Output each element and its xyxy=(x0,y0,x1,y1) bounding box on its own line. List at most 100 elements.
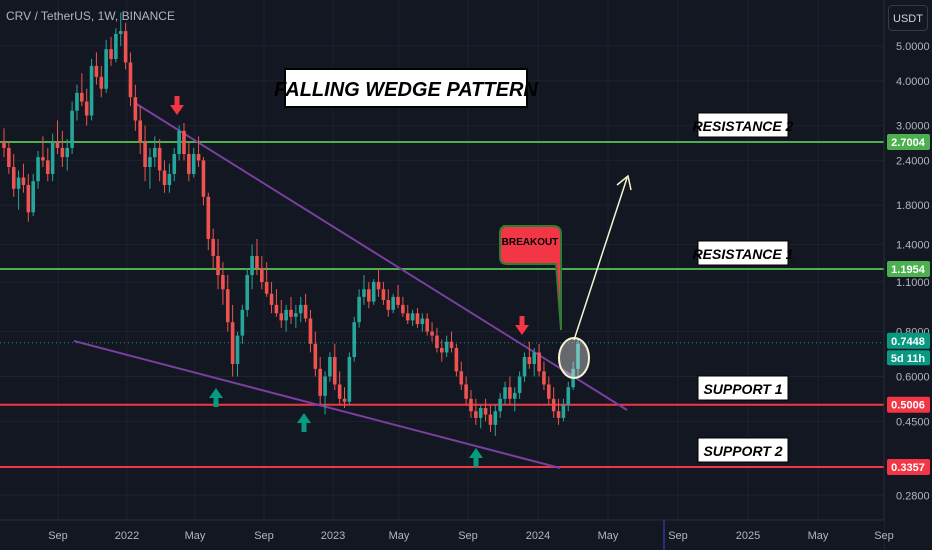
candle-body xyxy=(133,97,138,121)
price-badge-resistance-2: 2.7004 xyxy=(887,134,930,150)
candle xyxy=(410,309,415,326)
candle-body xyxy=(148,157,152,168)
candle xyxy=(294,304,298,328)
candle-body xyxy=(109,49,113,59)
price-tick-label: 1.8000 xyxy=(896,200,930,212)
candle-body xyxy=(36,157,40,182)
candle xyxy=(99,65,104,98)
candle xyxy=(211,228,215,269)
candle xyxy=(483,398,488,422)
candle xyxy=(245,268,250,317)
candle xyxy=(328,352,332,382)
candle-body xyxy=(45,160,50,174)
resistance-2-label-text: RESISTANCE 2 xyxy=(693,118,794,134)
candle-body xyxy=(357,296,361,323)
candle xyxy=(464,376,468,405)
candle-body xyxy=(532,352,537,365)
candle-body xyxy=(99,76,104,89)
candle-body xyxy=(576,343,580,369)
candle xyxy=(235,331,240,377)
candle-body xyxy=(415,313,420,325)
candle-body xyxy=(50,142,55,174)
time-tick-label: 2024 xyxy=(526,530,550,542)
time-axis[interactable]: Sep 2022 May Sep 2023 May Sep 2024 May Sep 2025 May… xyxy=(0,519,894,550)
candle-body xyxy=(245,275,250,310)
price-axis[interactable]: 5.0000 4.0000 3.0000 2.4000 1.8000 1.4000 1.10… xyxy=(883,0,930,550)
breakout-circle xyxy=(558,337,590,379)
candle xyxy=(172,147,177,182)
candle-body xyxy=(65,147,70,158)
candle xyxy=(323,371,327,415)
arrow-head xyxy=(469,448,483,458)
time-axis-marker xyxy=(663,520,665,550)
candle xyxy=(240,304,245,344)
candle-body xyxy=(522,356,527,377)
candle xyxy=(376,268,381,297)
candle-body xyxy=(474,411,478,418)
candle xyxy=(532,348,537,377)
candle xyxy=(21,163,26,193)
candle-body xyxy=(405,313,410,321)
currency-button[interactable]: USDT xyxy=(888,5,928,31)
candle-body xyxy=(104,49,108,89)
candle xyxy=(187,142,191,182)
candle xyxy=(260,255,264,290)
candle-body xyxy=(187,154,191,174)
arrow-head xyxy=(170,105,184,115)
pattern-title-box: FALLING WEDGE PATTERN xyxy=(274,68,538,108)
arrow-head xyxy=(515,325,529,335)
candle xyxy=(444,335,449,357)
candle-body xyxy=(26,184,31,213)
candle-body xyxy=(332,356,337,385)
candle-body xyxy=(16,177,21,189)
candle-body xyxy=(11,167,16,189)
candle xyxy=(196,136,201,168)
candle xyxy=(89,58,94,121)
price-tick-label: 2.4000 xyxy=(896,155,930,167)
candle-body xyxy=(503,387,507,399)
candle xyxy=(138,106,143,155)
candle xyxy=(84,88,89,126)
candle-body xyxy=(211,238,215,256)
price-badge-resistance-1: 1.1954 xyxy=(887,261,930,278)
arrow-shaft xyxy=(473,458,479,467)
candle-body xyxy=(493,411,498,425)
candle-body xyxy=(420,318,425,325)
price-tick-label: 5.0000 xyxy=(896,41,930,53)
candle-body xyxy=(303,304,308,319)
candle xyxy=(420,313,425,332)
candle-body xyxy=(547,384,551,399)
time-tick-label: Sep xyxy=(254,530,274,542)
candle-body xyxy=(235,335,240,365)
candle xyxy=(367,281,371,309)
projection-arrow-line xyxy=(573,177,628,341)
candle xyxy=(36,150,40,189)
candle xyxy=(357,289,361,328)
candle xyxy=(478,404,483,429)
candle xyxy=(225,275,230,332)
candle xyxy=(41,136,45,168)
down-arrow-marker-1 xyxy=(170,96,184,115)
candle-body xyxy=(177,130,181,155)
candle-body xyxy=(206,196,211,239)
candle xyxy=(503,381,507,405)
time-tick-label: Sep xyxy=(458,530,478,542)
countdown-badge-bg xyxy=(887,350,930,366)
candle-body xyxy=(449,341,454,349)
price-tick-label: 0.2800 xyxy=(896,490,930,502)
candle xyxy=(498,392,502,418)
candle-body xyxy=(517,376,522,393)
candle-body xyxy=(566,387,571,405)
price-badge-resistance-1-text: 1.1954 xyxy=(891,264,926,276)
candle-body xyxy=(167,173,172,185)
candle-body xyxy=(172,154,177,174)
candle xyxy=(318,356,322,405)
price-tick-label: 3.0000 xyxy=(896,121,930,133)
candle xyxy=(488,404,493,433)
time-tick-label: 2025 xyxy=(736,530,760,542)
candle-body xyxy=(70,110,74,148)
candle-body xyxy=(323,376,327,396)
candle xyxy=(522,352,527,382)
candle xyxy=(250,244,254,290)
